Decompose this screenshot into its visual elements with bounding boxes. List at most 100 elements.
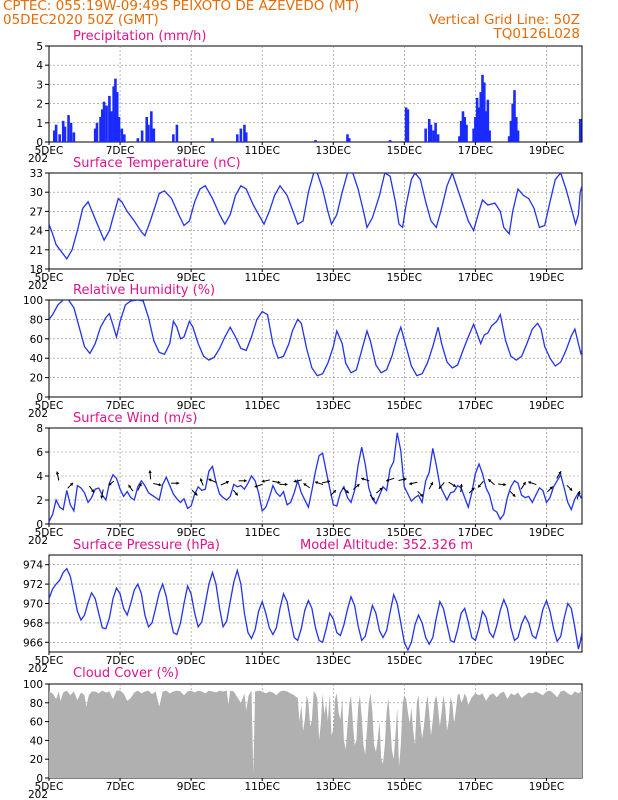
wind-arrow-head — [503, 482, 507, 487]
year-stub-label: 202 — [28, 535, 48, 547]
x-tick-label: 13DEC — [316, 400, 351, 412]
wind-arrow — [148, 470, 152, 480]
x-tick-label: 9DEC — [177, 527, 206, 539]
precip-bar — [314, 140, 317, 142]
wind-arrow — [330, 489, 337, 496]
y-tick-label: 5 — [36, 41, 43, 53]
y-tick-label: 0 — [36, 519, 43, 531]
precip-bar — [474, 117, 477, 142]
precip-bar — [472, 128, 475, 142]
wind-arrow-head — [452, 483, 456, 487]
data-layer — [49, 567, 582, 652]
x-tick-label: 11DEC — [244, 655, 279, 667]
precip-bar — [346, 134, 349, 142]
panel-3: 0 20 40 60 80 100 5DEC 7DEC 9DEC 11DEC 13DEC 15DEC 1… — [23, 283, 583, 420]
y-tick-label: 4 — [36, 471, 43, 483]
precip-bar — [54, 124, 58, 142]
wind-arrow — [232, 489, 239, 496]
x-tick-label: 9DEC — [177, 400, 206, 412]
panel-title: Cloud Cover (%) — [73, 666, 179, 681]
wind-arrow — [352, 483, 360, 490]
precip-bar — [236, 134, 239, 142]
y-tick-label: 970 — [23, 599, 43, 611]
wind-arrow-head — [293, 479, 297, 483]
precip-bar — [145, 117, 149, 142]
series-line — [49, 432, 582, 522]
wind-arrow — [272, 480, 281, 484]
x-tick-label: 19DEC — [529, 781, 564, 793]
wind-arrow — [385, 477, 395, 482]
wind-arrow-head — [244, 479, 247, 483]
precip-bar — [120, 128, 124, 142]
wind-arrow — [497, 482, 507, 487]
grid-line-note: Vertical Grid Line: 50Z — [429, 12, 580, 28]
precip-bar — [479, 92, 483, 142]
y-tick-label: 60 — [30, 334, 43, 346]
y-tick-label: 0 — [36, 773, 43, 785]
wind-arrow-head — [332, 490, 336, 494]
x-tick-label: 13DEC — [316, 145, 351, 157]
y-tick-label: 40 — [30, 353, 43, 365]
precip-bar — [115, 92, 119, 142]
precip-bar — [175, 124, 179, 142]
x-tick-label: 5DEC — [35, 400, 64, 412]
precip-bar — [432, 130, 435, 142]
panel-1: 0 1 2 3 4 5 5DEC 7DEC 9DEC 11DEC 13DEC 15DEC 17DEC 19… — [28, 29, 583, 165]
precip-bar — [427, 118, 431, 142]
cloud-area — [49, 690, 582, 778]
precip-bar — [436, 134, 440, 142]
wind-arrow-head — [430, 482, 434, 486]
panel-title: Relative Humidity (%) — [73, 283, 215, 298]
y-tick-label: 20 — [30, 754, 43, 766]
x-tick-label: 5DEC — [35, 145, 64, 157]
wind-arrow — [520, 481, 527, 490]
x-tick-label: 15DEC — [387, 272, 422, 284]
wind-arrow-head — [194, 492, 198, 496]
y-tick-label: 8 — [36, 423, 43, 435]
x-tick-label: 15DEC — [387, 400, 422, 412]
x-tick-label: 19DEC — [529, 655, 564, 667]
y-tick-label: 24 — [30, 226, 44, 238]
precip-bar — [105, 105, 108, 142]
wind-arrow — [375, 487, 383, 494]
wind-arrow-head — [419, 493, 424, 497]
precip-bar — [147, 124, 150, 142]
wind-arrow-head — [100, 495, 104, 499]
precip-bar — [101, 109, 104, 142]
year-stub-label: 202 — [28, 153, 48, 165]
series-line — [49, 173, 582, 260]
data-layer — [49, 432, 582, 522]
x-tick-label: 15DEC — [387, 527, 422, 539]
x-tick-label: 19DEC — [529, 527, 564, 539]
wind-arrow — [128, 484, 134, 492]
precip-bar — [108, 95, 111, 142]
wind-arrow — [342, 487, 350, 494]
precip-bar — [388, 140, 392, 142]
precip-bar — [486, 99, 490, 142]
precip-bar — [488, 130, 491, 142]
wind-arrow-head — [138, 483, 142, 487]
x-tick-label: 9DEC — [177, 272, 206, 284]
precip-bar — [244, 132, 248, 142]
wind-arrow — [509, 490, 516, 498]
wind-arrow-head — [128, 484, 132, 488]
wind-arrow-head — [459, 483, 463, 487]
wind-arrow-head — [303, 483, 307, 487]
wind-arrow — [477, 480, 484, 488]
precip-bar — [53, 130, 56, 142]
wind-arrow — [369, 494, 375, 501]
wind-arrow-head — [558, 471, 562, 475]
y-tick-label: 100 — [23, 295, 43, 307]
wind-arrow-head — [55, 471, 60, 475]
x-tick-label: 17DEC — [458, 145, 493, 157]
x-tick-label: 9DEC — [177, 781, 206, 793]
wind-arrow-head — [371, 497, 375, 501]
wind-arrow — [191, 489, 198, 496]
x-tick-label: 11DEC — [244, 781, 279, 793]
wind-arrow — [468, 487, 475, 494]
precip-bar — [463, 117, 467, 142]
y-tick-label: 80 — [30, 314, 43, 326]
y-tick-label: 968 — [23, 618, 43, 630]
wind-arrow — [137, 482, 142, 491]
